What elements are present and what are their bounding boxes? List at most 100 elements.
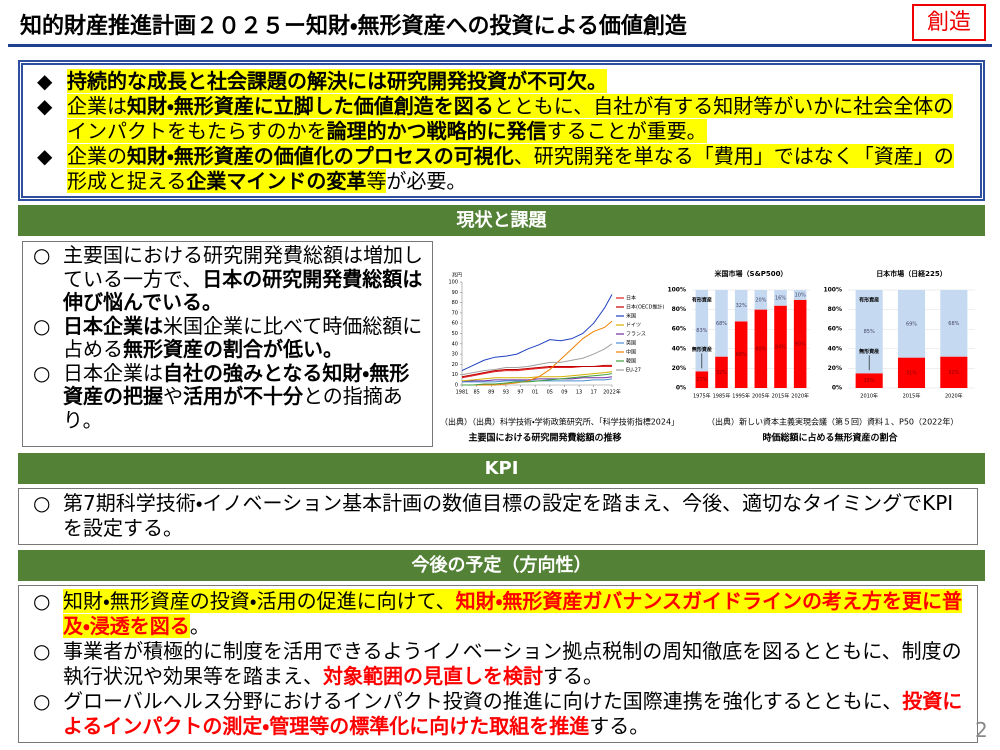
- text-run: 。: [189, 614, 210, 638]
- bar-segment: [734, 290, 748, 322]
- value-label: 17%: [696, 377, 707, 383]
- y-tick-label: 50: [452, 331, 458, 337]
- value-label: 32%: [736, 303, 747, 309]
- chart-title: 日本市場（日経225）: [876, 269, 947, 278]
- text-run: 自社の強みとなる知財・無形資産の把握: [63, 360, 410, 408]
- series-label: 無形資産: [859, 348, 879, 355]
- text-run: グローバルヘルス分野におけるインパクト投資の推進に向けた国際連携を強化するととも…: [63, 689, 903, 713]
- value-label: 85%: [864, 329, 875, 335]
- x-tick-label: 93: [503, 390, 509, 396]
- x-tick-label: 1985年: [713, 393, 731, 400]
- value-label: 15%: [864, 378, 875, 384]
- legend-label: 日本: [626, 295, 636, 302]
- text-run: 活用が不十分: [183, 384, 303, 408]
- value-label: 84%: [775, 344, 786, 350]
- y-tick-label: 100%: [667, 287, 686, 294]
- x-tick-label: 1975年: [693, 393, 711, 400]
- bar-segment: [774, 305, 787, 388]
- x-tick-label: 01: [532, 390, 538, 396]
- bar-segment: [940, 356, 968, 388]
- bullet-item: ○ 知財・無形資産の投資・活用の促進に向けて、知財・無形資産ガバナンスガイドライン…: [33, 589, 963, 639]
- bullet-item: ○ 第7期科学技術・イノベーション基本計画の数値目標の設定を踏まえ、今後、適切なタ…: [33, 491, 963, 541]
- x-tick-label: 2010年: [860, 393, 878, 400]
- bullet-item: ○ 主要国における研究開発費総額は増加している一方で、日本の研究開発費総額は伸び悩…: [33, 243, 424, 315]
- legend-label: EU-27: [626, 368, 641, 374]
- bar-segment: [855, 290, 883, 374]
- y-tick-label: 20%: [672, 365, 686, 372]
- text-run: 企業マインドの変革: [186, 169, 367, 193]
- section-box: ○ 知財・無形資産の投資・活用の促進に向けて、知財・無形資産ガバナンスガイドライン…: [18, 585, 978, 743]
- bar-segment: [754, 309, 768, 388]
- y-tick-label: 40%: [672, 345, 686, 352]
- text-run: 対象範囲の見直しを検討: [323, 664, 543, 688]
- title-rule: [8, 44, 992, 47]
- y-tick-label: 80%: [828, 306, 842, 313]
- x-tick-label: 2015年: [903, 393, 921, 400]
- y-tick-label: 0%: [676, 385, 686, 392]
- text-run: 日本企業は: [63, 360, 163, 385]
- x-tick-label: 2005年: [752, 393, 770, 400]
- text-run: 無形資産の割合が低い。: [123, 337, 343, 361]
- line-series: [461, 376, 613, 383]
- bar-segment: [855, 373, 883, 388]
- bullet: ◆: [37, 144, 53, 168]
- y-tick-label: 40%: [828, 345, 842, 352]
- line-series: [461, 343, 613, 376]
- legend-label: フランス: [626, 332, 646, 338]
- y-tick-label: 70: [452, 310, 458, 316]
- bullet: ○: [33, 589, 51, 613]
- chart-caption: 主要国における研究開発費総額の推移: [468, 432, 621, 444]
- value-label: 32%: [716, 370, 727, 376]
- text-run: が必要。: [386, 169, 467, 193]
- series-label: 有形資産: [859, 297, 879, 304]
- x-tick-label: 2020年: [791, 393, 809, 400]
- bar-segment: [793, 299, 807, 388]
- page-number: 2: [975, 718, 988, 742]
- chart-caption: 時価総額に占める無形資産の割合: [762, 432, 898, 444]
- bar-segment: [695, 290, 709, 372]
- value-label: 68%: [948, 321, 959, 327]
- section-box: ○ 第7期科学技術・イノベーション基本計画の数値目標の設定を踏まえ、今後、適切なタ…: [18, 488, 978, 545]
- text-run: 日本企業は: [63, 313, 163, 338]
- legend-label: 米国: [626, 313, 636, 320]
- line-series: [461, 294, 613, 372]
- bar-segment: [715, 290, 728, 357]
- y-tick-label: 90: [452, 290, 458, 296]
- text-run: 第7期科学技術・イノベーション基本計画の数値目標の設定を踏まえ、今後、適切なタイ…: [63, 491, 954, 540]
- bullet: ○: [33, 360, 51, 385]
- bar-segment: [695, 371, 709, 388]
- value-label: 68%: [716, 321, 727, 327]
- x-tick-label: 89: [488, 390, 494, 396]
- text-run: 知財・無形資産の投資・活用の促進に向けて、: [63, 589, 456, 613]
- bullet-item: ○ 事業者が積極的に制度を活用できるようイノベーション拠点税制の周知徹底を図るとと…: [33, 639, 963, 689]
- line-series: [461, 364, 612, 378]
- bullet: ○: [33, 243, 51, 267]
- y-tick-label: 60%: [672, 326, 686, 333]
- bullet-item: ○ グローバルヘルス分野におけるインパクト投資の推進に向けた国際連携を強化するとと…: [33, 689, 963, 739]
- bar-segment: [897, 357, 926, 388]
- badge: 創造: [912, 4, 986, 41]
- text-run: 企業の: [67, 144, 127, 168]
- legend-label: 英国: [626, 340, 636, 347]
- y-axis-label: 兆円: [452, 272, 462, 279]
- y-tick-label: 60%: [828, 326, 842, 333]
- value-label: 10%: [795, 292, 806, 298]
- line-series: [462, 378, 613, 383]
- section-heading: 現状と課題: [18, 205, 985, 236]
- x-tick-label: 2015年: [772, 393, 790, 400]
- x-tick-label: 97: [517, 390, 523, 396]
- text-run: 主要国における研究開発費総額は増加している一方で、: [63, 243, 423, 291]
- value-label: 83%: [696, 328, 707, 334]
- text-run: 日本の研究開発費総額は伸び悩んでいる。: [63, 266, 423, 314]
- text-run: 米国企業に比べて時価総額に占める: [63, 313, 423, 361]
- y-tick-label: 80%: [672, 306, 686, 313]
- y-tick-label: 0%: [832, 385, 842, 392]
- value-label: 32%: [948, 370, 959, 376]
- chart-title: 米国市場（S&P500）: [714, 269, 788, 278]
- value-label: 68%: [736, 352, 747, 358]
- series-label: 有形資産: [692, 297, 712, 304]
- legend-label: 韓国: [626, 358, 636, 365]
- text-run: 等: [366, 169, 387, 193]
- bullet-item: ○ 日本企業は米国企業に比べて時価総額に占める無形資産の割合が低い。: [33, 313, 424, 362]
- section-box: ○ 主要国における研究開発費総額は増加している一方で、日本の研究開発費総額は伸び悩…: [22, 241, 433, 447]
